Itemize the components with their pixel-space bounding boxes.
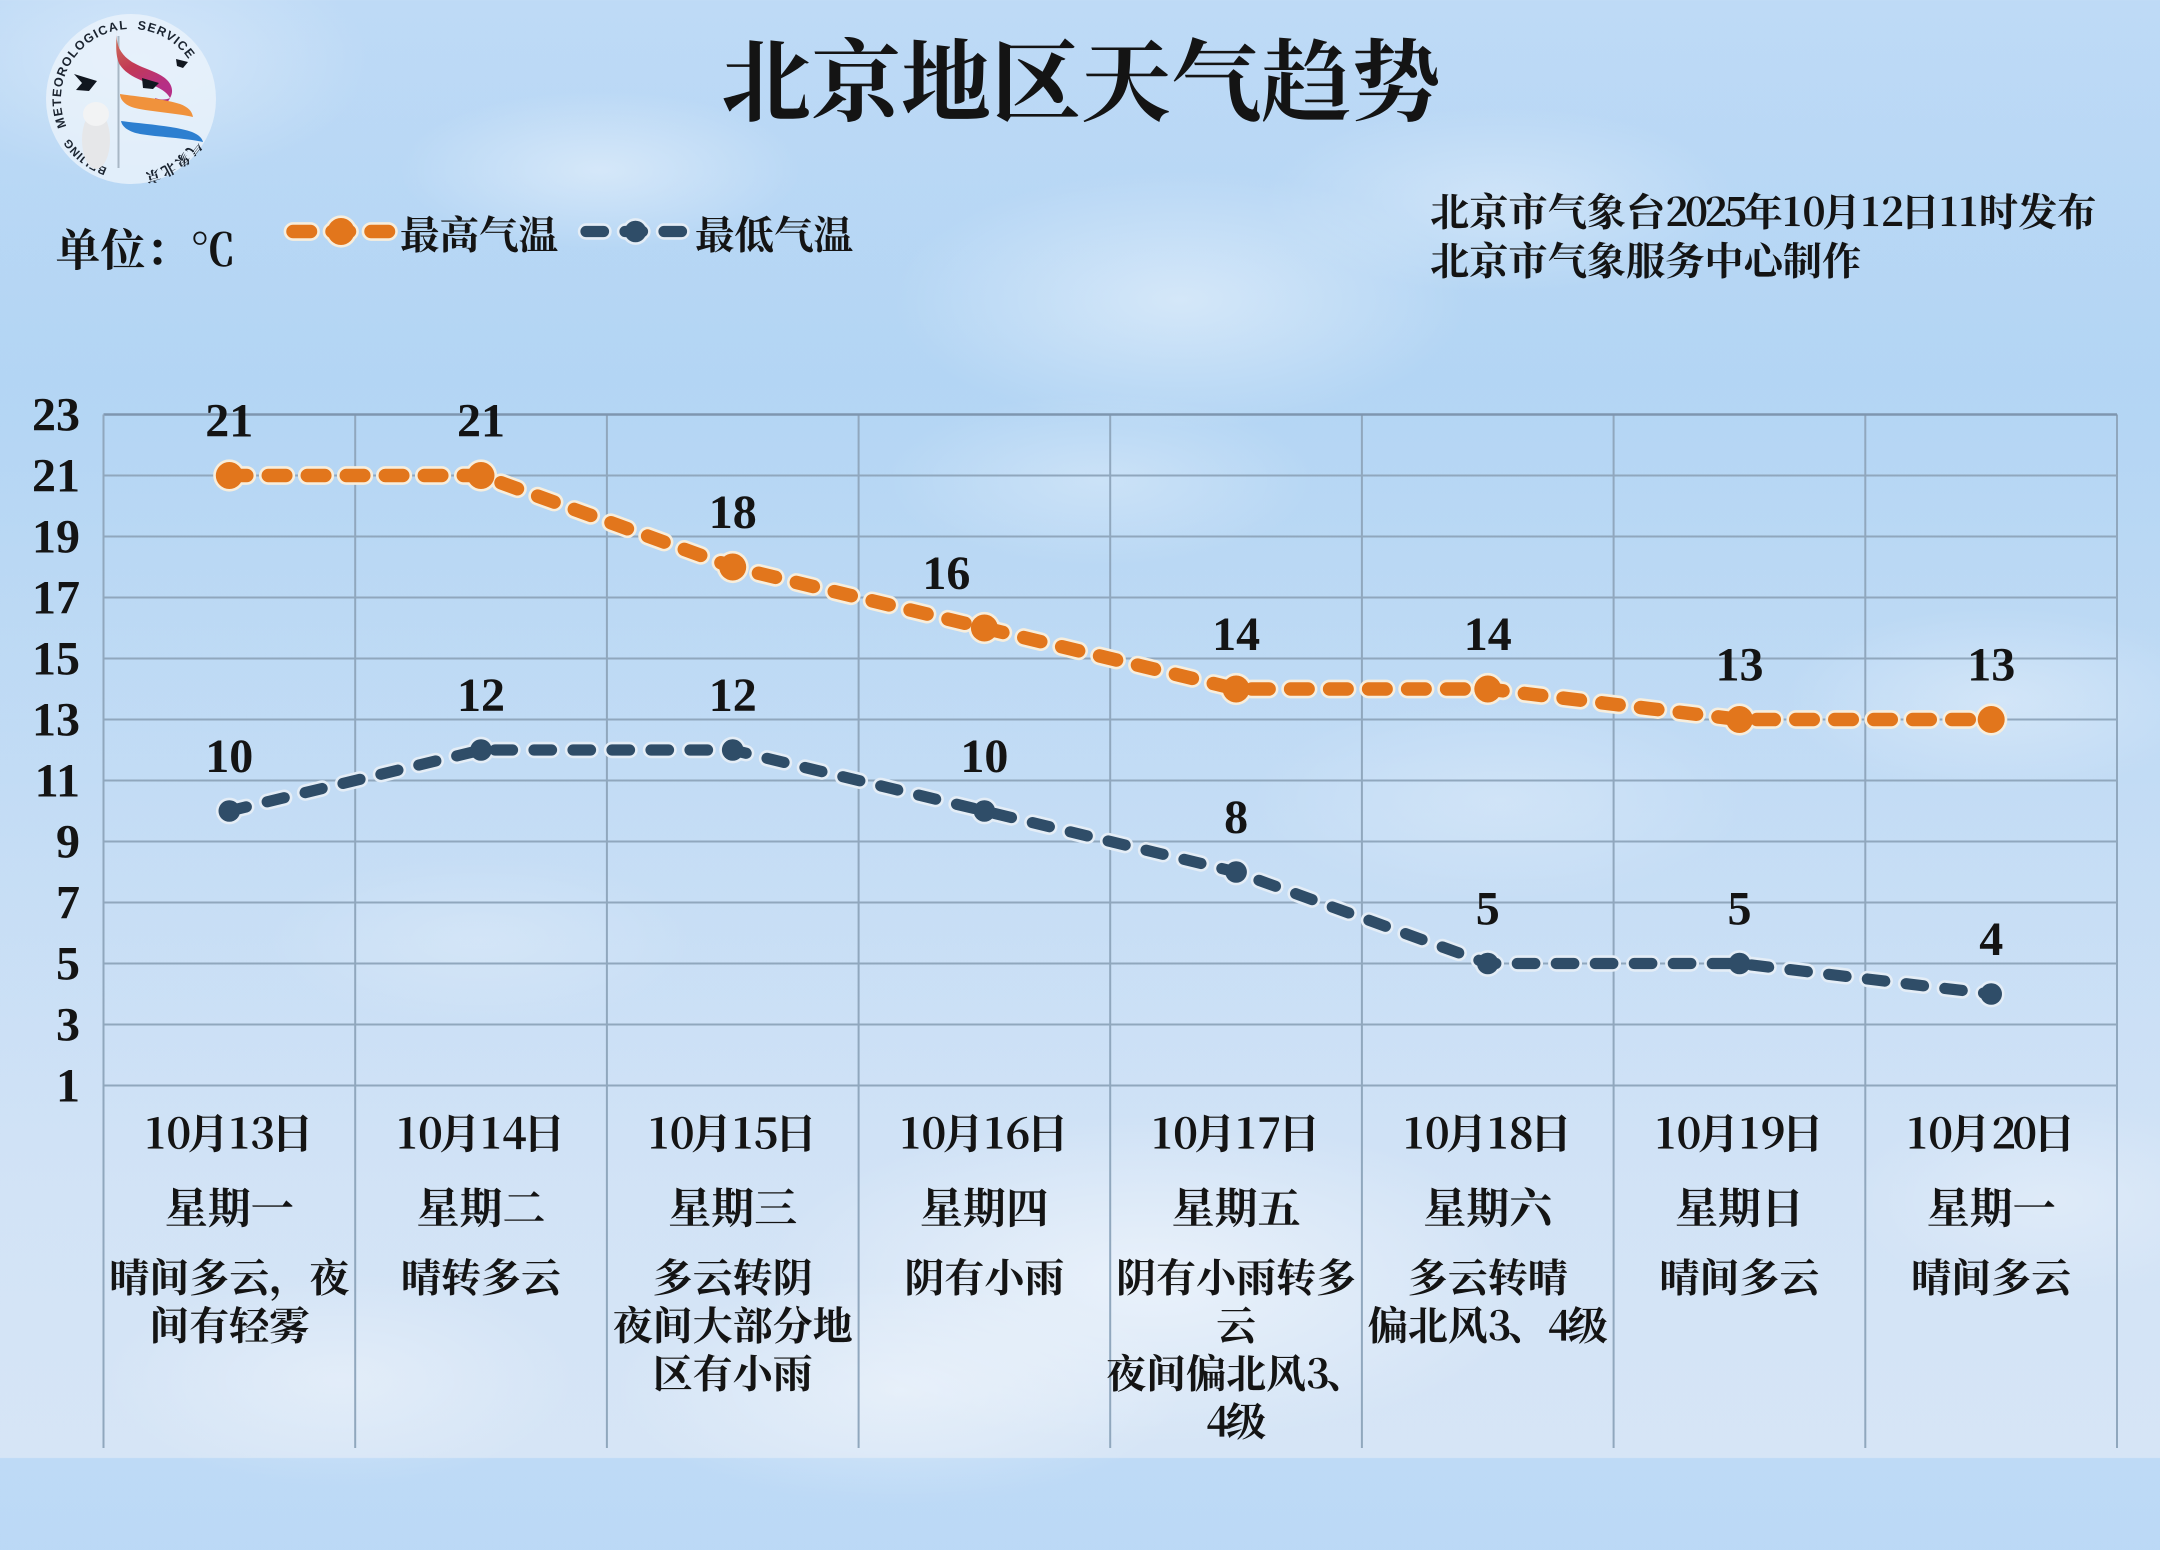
svg-text:13: 13 — [1967, 639, 2015, 692]
svg-text:21: 21 — [32, 450, 80, 503]
svg-text:11: 11 — [35, 755, 80, 808]
svg-text:8: 8 — [1224, 791, 1248, 844]
svg-text:14: 14 — [1212, 608, 1260, 661]
svg-text:7: 7 — [56, 877, 80, 930]
svg-text:10: 10 — [205, 730, 253, 783]
svg-text:15: 15 — [32, 633, 80, 686]
svg-text:21: 21 — [457, 395, 505, 448]
svg-text:3: 3 — [56, 999, 80, 1052]
svg-text:13: 13 — [32, 694, 80, 747]
svg-text:23: 23 — [32, 389, 80, 442]
svg-text:16: 16 — [922, 547, 970, 600]
svg-text:12: 12 — [709, 669, 757, 722]
svg-text:4: 4 — [1979, 913, 2003, 966]
svg-text:21: 21 — [205, 395, 253, 448]
svg-text:19: 19 — [32, 511, 80, 564]
svg-text:12: 12 — [457, 669, 505, 722]
svg-text:5: 5 — [56, 938, 80, 991]
svg-text:1: 1 — [56, 1060, 80, 1113]
svg-text:13: 13 — [1716, 639, 1764, 692]
svg-text:5: 5 — [1476, 883, 1500, 936]
svg-text:5: 5 — [1728, 883, 1752, 936]
svg-text:18: 18 — [709, 486, 757, 539]
svg-text:10: 10 — [960, 730, 1008, 783]
svg-text:9: 9 — [56, 816, 80, 869]
svg-text:17: 17 — [32, 572, 80, 625]
svg-text:14: 14 — [1464, 608, 1512, 661]
